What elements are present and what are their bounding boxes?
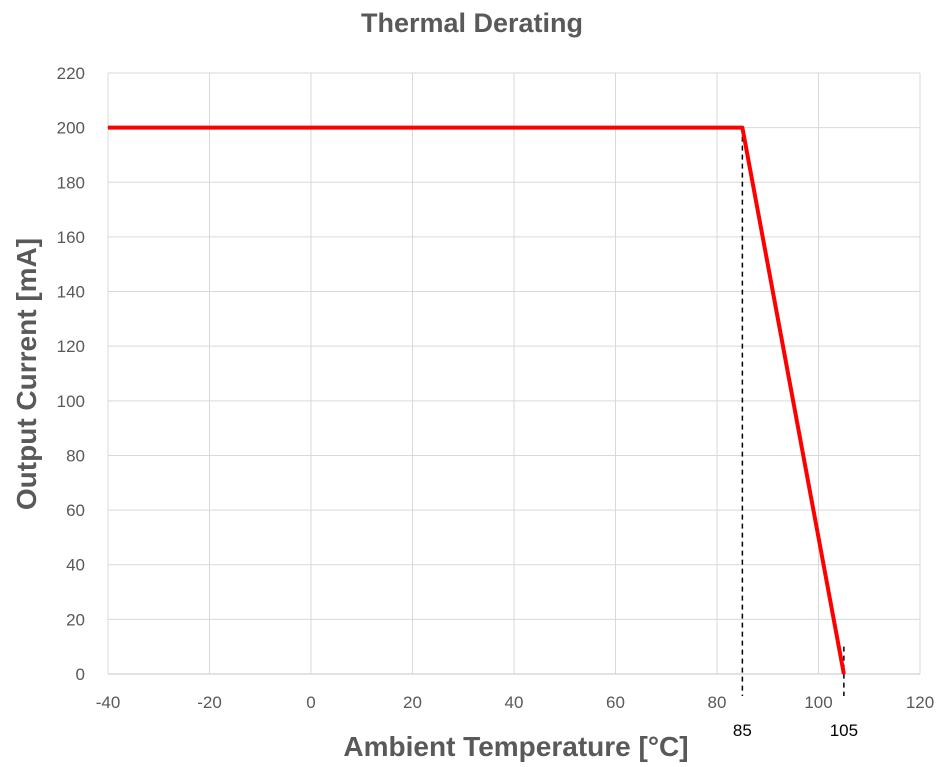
y-tick-labels: 0 20 40 60 80 100 120 140 160 180 200 220 — [57, 64, 85, 684]
data-point — [107, 127, 109, 129]
x-tick-label: 60 — [606, 693, 625, 712]
y-tick-label: 100 — [57, 392, 85, 411]
series-layer — [107, 125, 846, 675]
annotation-label-105: 105 — [830, 721, 858, 740]
x-axis-title: Ambient Temperature [°C] — [343, 731, 688, 762]
y-axis-title: Output Current [mA] — [11, 238, 42, 510]
x-tick-label: -20 — [197, 693, 222, 712]
chart-title: Thermal Derating — [361, 8, 583, 38]
y-tick-label: 20 — [66, 610, 85, 629]
y-tick-label: 200 — [57, 119, 85, 138]
annotation-labels: 85 105 — [733, 721, 858, 740]
grid — [107, 72, 921, 674]
y-tick-label: 140 — [57, 283, 85, 302]
x-tick-label: 0 — [306, 693, 315, 712]
x-tick-label: 40 — [505, 693, 524, 712]
x-tick-labels: -40 -20 0 20 40 60 80 100 120 — [96, 693, 934, 712]
y-tick-label: 220 — [57, 64, 85, 83]
y-tick-label: 60 — [66, 501, 85, 520]
y-tick-label: 40 — [66, 556, 85, 575]
data-point — [843, 673, 845, 675]
y-tick-label: 180 — [57, 173, 85, 192]
x-tick-label: 80 — [708, 693, 727, 712]
annotation-label-85: 85 — [733, 721, 752, 740]
x-tick-label: -40 — [96, 693, 121, 712]
y-tick-label: 120 — [57, 337, 85, 356]
y-tick-label: 80 — [66, 446, 85, 465]
data-point — [741, 127, 743, 129]
x-tick-label: 20 — [403, 693, 422, 712]
x-tick-label: 100 — [804, 693, 832, 712]
y-tick-label: 0 — [76, 665, 85, 684]
x-tick-label: 120 — [906, 693, 934, 712]
marker-lines — [741, 127, 845, 696]
y-tick-label: 160 — [57, 228, 85, 247]
